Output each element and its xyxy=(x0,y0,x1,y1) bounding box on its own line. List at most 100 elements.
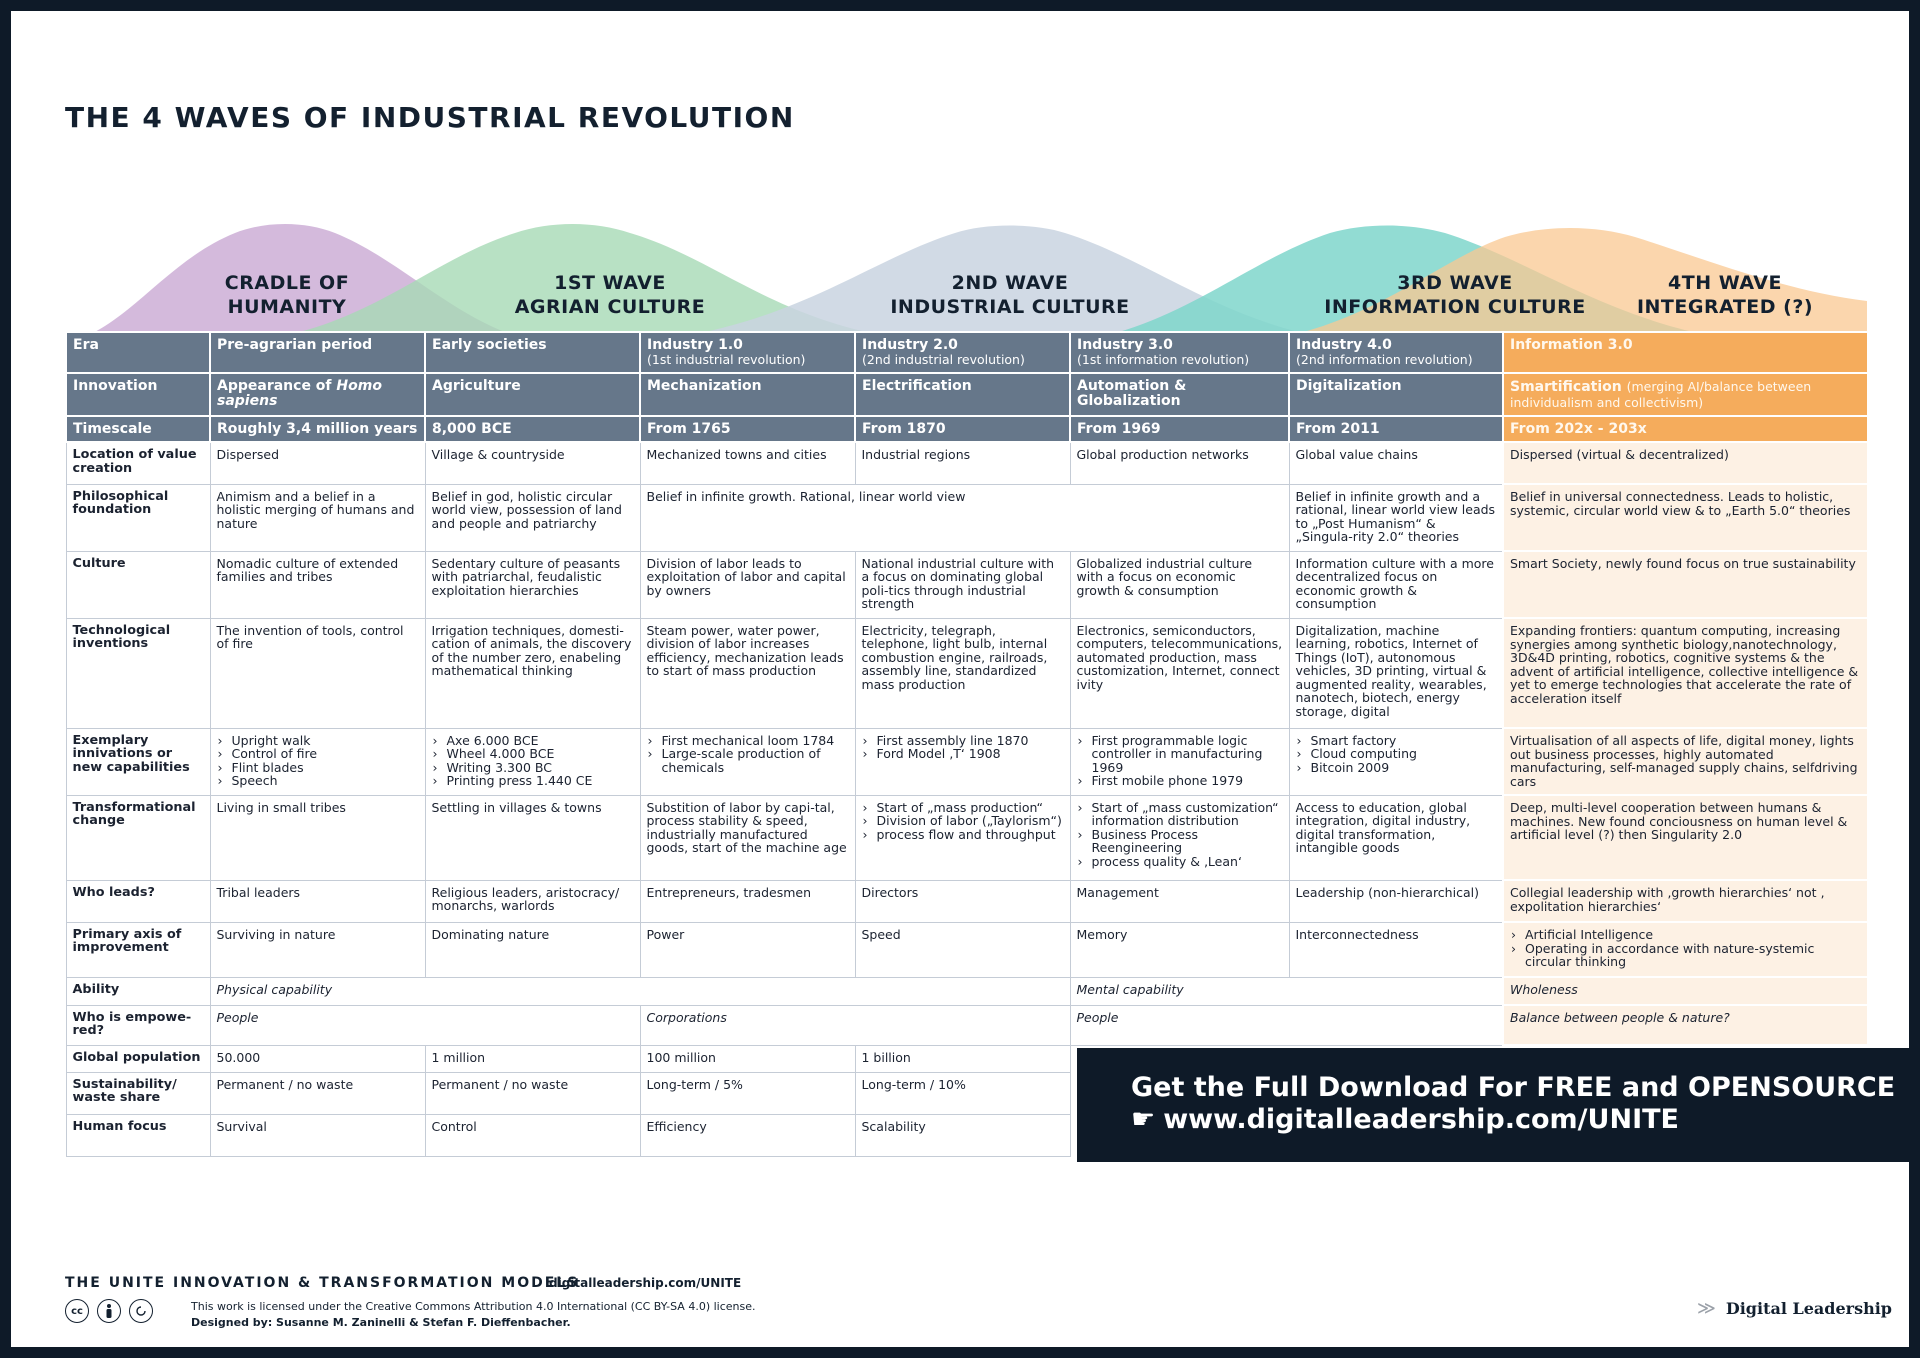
table-cell: 50.000 xyxy=(209,1044,426,1073)
row-axis: Primary axis of improvement Surviving in… xyxy=(65,921,1869,978)
wave-label-cradle: CRADLE OF HUMANITY xyxy=(224,272,350,318)
table-cell: Directors xyxy=(854,879,1071,923)
row-label: Sustainability/ waste share xyxy=(65,1071,211,1115)
table-cell: Smart factoryCloud computingBitcoin 2009 xyxy=(1288,727,1504,796)
page-title: THE 4 WAVES OF INDUSTRIAL REVOLUTION xyxy=(65,101,795,134)
wave-integrated xyxy=(1245,228,1867,343)
timescale-cell-future: From 202x - 203x xyxy=(1502,415,1869,443)
attribution-person-icon xyxy=(97,1299,121,1323)
download-banner[interactable]: Get the Full Download For FREE and OPENS… xyxy=(1077,1048,1920,1162)
wave-label-1st: 1ST WAVE AGRIAN CULTURE xyxy=(514,272,706,318)
table-cell: Survival xyxy=(209,1113,426,1157)
table-cell: Surviving in nature xyxy=(209,921,426,978)
row-ability: Ability Physical capability Mental capab… xyxy=(65,976,1869,1006)
table-cell: Industrial regions xyxy=(854,441,1071,485)
row-innovation: Innovation Appearance of Homo sapiens Ag… xyxy=(65,372,1869,417)
row-label: Technological inventions xyxy=(65,617,211,729)
cc-icon: cc xyxy=(65,1299,89,1323)
row-label: Global population xyxy=(65,1044,211,1073)
cta-link[interactable]: ☛ www.digitalleadership.com/UNITE xyxy=(1131,1104,1920,1136)
table-cell-merged: Physical capability xyxy=(209,976,1071,1006)
table-cell: Substition of labor by capi-tal, process… xyxy=(639,794,856,881)
era-cell: Industry 3.0 (1st information revolution) xyxy=(1069,331,1290,374)
innovation-cell: Automation & Globalization xyxy=(1069,372,1290,417)
era-cell: Industry 4.0 (2nd information revolution) xyxy=(1288,331,1504,374)
row-sustainability: Sustainability/ waste share Permanent / … xyxy=(65,1071,1868,1115)
row-location: Location of value creation Dispersed Vil… xyxy=(65,441,1869,485)
table-cell: 100 million xyxy=(639,1044,856,1073)
table-cell: First programmable logic controller in m… xyxy=(1069,727,1290,796)
table-cell: Leadership (non-hierarchical) xyxy=(1288,879,1504,923)
table-cell: Start of „mass production“Division of la… xyxy=(854,794,1071,881)
license-text: This work is licensed under the Creative… xyxy=(191,1300,756,1313)
table-cell: Long-term / 5% xyxy=(639,1071,856,1115)
table-cell-merged: People xyxy=(209,1004,641,1046)
table-cell: Living in small tribes xyxy=(209,794,426,881)
table-cell: Irrigation techniques, domesti-cation of… xyxy=(424,617,641,729)
cta-url[interactable]: www.digitalleadership.com/UNITE xyxy=(1163,1104,1679,1135)
table-cell: Nomadic culture of extended families and… xyxy=(209,550,426,619)
table-cell: Globalized industrial culture with a foc… xyxy=(1069,550,1290,619)
row-exemplary: Exemplary innivations or new capabilitie… xyxy=(65,727,1869,796)
table-cell: Religious leaders, aristocracy/ monarchs… xyxy=(424,879,641,923)
table-cell: Division of labor leads to exploitation … xyxy=(639,550,856,619)
table-cell: Upright walkControl of fireFlint bladesS… xyxy=(209,727,426,796)
share-alike-icon xyxy=(129,1299,153,1323)
table-cell-future: Smart Society, newly found focus on true… xyxy=(1502,550,1869,619)
table-cell: Interconnectedness xyxy=(1288,921,1504,978)
bullet-list: Smart factoryCloud computingBitcoin 2009 xyxy=(1296,733,1497,775)
table-cell: Sedentary culture of peasants with patri… xyxy=(424,550,641,619)
table-cell: 1 million xyxy=(424,1044,641,1073)
table-cell: Electricity, telegraph, telephone, light… xyxy=(854,617,1071,729)
footer-link[interactable]: digitalleadership.com/UNITE xyxy=(549,1276,742,1290)
wave-agrian xyxy=(235,224,945,343)
row-label: Era xyxy=(65,331,211,374)
innovation-cell: Appearance of Homo sapiens xyxy=(209,372,426,417)
table-cell: Dominating nature xyxy=(424,921,641,978)
row-label: Primary axis of improvement xyxy=(65,921,211,978)
row-philosophy: Philosophical foundation Animism and a b… xyxy=(65,483,1869,552)
table-cell: Global production networks xyxy=(1069,441,1290,485)
table-cell-future: Dispersed (virtual & decentralized) xyxy=(1502,441,1869,485)
wave-label-4th: 4TH WAVE INTEGRATED (?) xyxy=(1636,272,1814,318)
table-cell: Start of „mass customization“ informatio… xyxy=(1069,794,1290,881)
timescale-cell: From 2011 xyxy=(1288,415,1504,443)
table-cell: Speed xyxy=(854,921,1071,978)
innovation-cell-future: Smartification (merging AI/balance betwe… xyxy=(1502,372,1869,417)
bullet-list: Start of „mass production“Division of la… xyxy=(862,800,1064,842)
table-cell: Settling in villages & towns xyxy=(424,794,641,881)
table-cell: Belief in god, holistic circular world v… xyxy=(424,483,641,552)
table-cell-future: Balance between people & nature? xyxy=(1502,1004,1869,1046)
era-cell: Industry 1.0 (1st industrial revolution) xyxy=(639,331,856,374)
bullet-list: First assembly line 1870Ford Model ‚T‘ 1… xyxy=(862,733,1064,761)
row-label: Who is empowe-red? xyxy=(65,1004,211,1046)
brand-name: Digital Leadership xyxy=(1725,1299,1892,1318)
row-population: Global population 50.000 1 million 100 m… xyxy=(65,1044,1868,1073)
cta-headline: Get the Full Download For FREE and OPENS… xyxy=(1131,1072,1896,1103)
pointing-hand-icon: ☛ xyxy=(1131,1104,1156,1135)
table-cell: Animism and a belief in a holistic mergi… xyxy=(209,483,426,552)
table-cell-future: Deep, multi-level cooperation between hu… xyxy=(1502,794,1869,881)
table-cell: First assembly line 1870Ford Model ‚T‘ 1… xyxy=(854,727,1071,796)
designed-by: Designed by: Susanne M. Zaninelli & Stef… xyxy=(191,1316,571,1329)
table-cell: Management xyxy=(1069,879,1290,923)
table-cell: Power xyxy=(639,921,856,978)
bullet-list: Start of „mass customization“ informatio… xyxy=(1077,800,1283,869)
row-label: Ability xyxy=(65,976,211,1006)
table-cell: Digitalization, machine learning, roboti… xyxy=(1288,617,1504,729)
innovation-cell: Electrification xyxy=(854,372,1071,417)
table-cell: Entrepreneurs, tradesmen xyxy=(639,879,856,923)
table-cell: Permanent / no waste xyxy=(209,1071,426,1115)
row-timescale: Timescale Roughly 3,4 million years 8,00… xyxy=(65,415,1869,443)
row-label: Philosophical foundation xyxy=(65,483,211,552)
table-cell: National industrial culture with a focus… xyxy=(854,550,1071,619)
table-cell: Information culture with a more decentra… xyxy=(1288,550,1504,619)
table-cell: Global value chains xyxy=(1288,441,1504,485)
chevron-logo-icon: ≫ xyxy=(1697,1298,1716,1319)
table-cell: Electronics, semiconductors, computers, … xyxy=(1069,617,1290,729)
table-cell: Permanent / no waste xyxy=(424,1071,641,1115)
table-cell-future: Collegial leadership with ‚growth hierar… xyxy=(1502,879,1869,923)
table-cell: Memory xyxy=(1069,921,1290,978)
bullet-list: First programmable logic controller in m… xyxy=(1077,733,1283,788)
table-cell: Efficiency xyxy=(639,1113,856,1157)
